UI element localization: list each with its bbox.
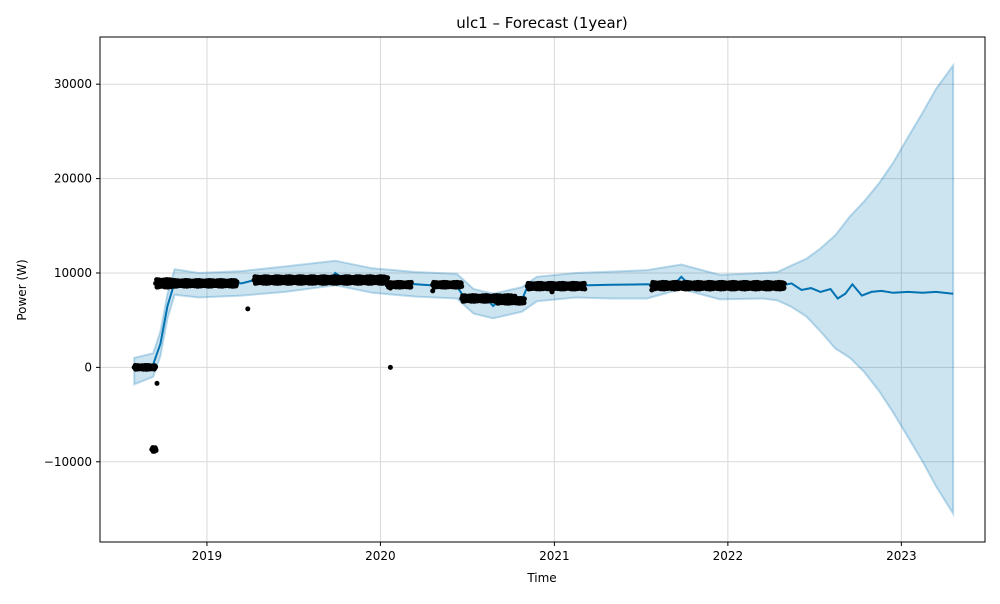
observed-point [781, 281, 787, 287]
x-tick-label: 2023 [886, 549, 917, 563]
observed-point [521, 300, 527, 306]
observed-outlier-point [549, 289, 555, 295]
x-axis-label: Time [526, 571, 556, 585]
observed-point [385, 275, 391, 281]
observed-point [408, 284, 414, 290]
observed-point [459, 283, 465, 289]
observed-outlier-point [387, 285, 393, 291]
observed-point [582, 286, 588, 292]
x-tick-label: 2019 [192, 549, 223, 563]
observed-point [521, 296, 527, 302]
observed-point [781, 285, 787, 291]
chart-title: ulc1 – Forecast (1year) [456, 14, 627, 32]
y-axis-label: Power (W) [15, 259, 29, 320]
y-tick-label: 10000 [54, 266, 92, 280]
axis-ticks: 2019 2020 2021 2022 2023 −10000 0 10000 20000 300… [44, 77, 917, 563]
y-tick-label: 30000 [54, 77, 92, 91]
plot-frame [99, 36, 986, 543]
observed-outlier-point [387, 364, 393, 370]
observed-point [153, 364, 159, 370]
observed-point [581, 280, 587, 286]
x-tick-label: 2020 [365, 549, 396, 563]
x-tick-label: 2021 [539, 549, 570, 563]
y-tick-label: −10000 [44, 455, 92, 469]
observed-point [153, 447, 159, 453]
observed-outlier-point [154, 380, 160, 386]
observed-outlier-point [649, 287, 655, 293]
observed-points-layer [131, 274, 787, 454]
x-tick-label: 2022 [713, 549, 744, 563]
y-tick-label: 20000 [54, 172, 92, 186]
observed-point [408, 279, 414, 285]
observed-point [234, 279, 240, 285]
observed-outlier-point [430, 288, 436, 294]
y-tick-label: 0 [84, 360, 92, 374]
observed-outlier-point [245, 306, 251, 312]
